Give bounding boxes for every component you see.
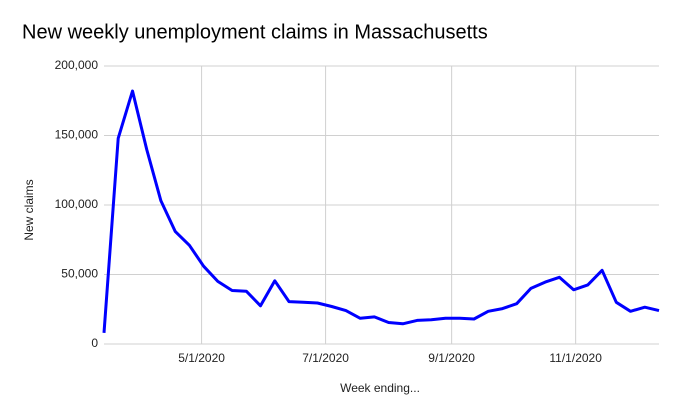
chart-title: New weekly unemployment claims in Massac… bbox=[22, 21, 488, 43]
x-tick-label: 5/1/2020 bbox=[178, 351, 225, 365]
y-axis-label: New claims bbox=[22, 179, 36, 240]
y-tick-label: 200,000 bbox=[55, 58, 99, 72]
series-line bbox=[102, 89, 660, 334]
x-axis-label: Week ending... bbox=[340, 381, 420, 395]
y-tick-label: 150,000 bbox=[55, 128, 99, 142]
x-tick-label: 7/1/2020 bbox=[302, 351, 349, 365]
y-tick-label: 0 bbox=[91, 336, 98, 350]
x-tick-label: 9/1/2020 bbox=[428, 351, 475, 365]
x-tick-label: 11/1/2020 bbox=[549, 351, 602, 365]
y-tick-label: 100,000 bbox=[55, 197, 99, 211]
y-tick-label: 50,000 bbox=[61, 267, 98, 281]
